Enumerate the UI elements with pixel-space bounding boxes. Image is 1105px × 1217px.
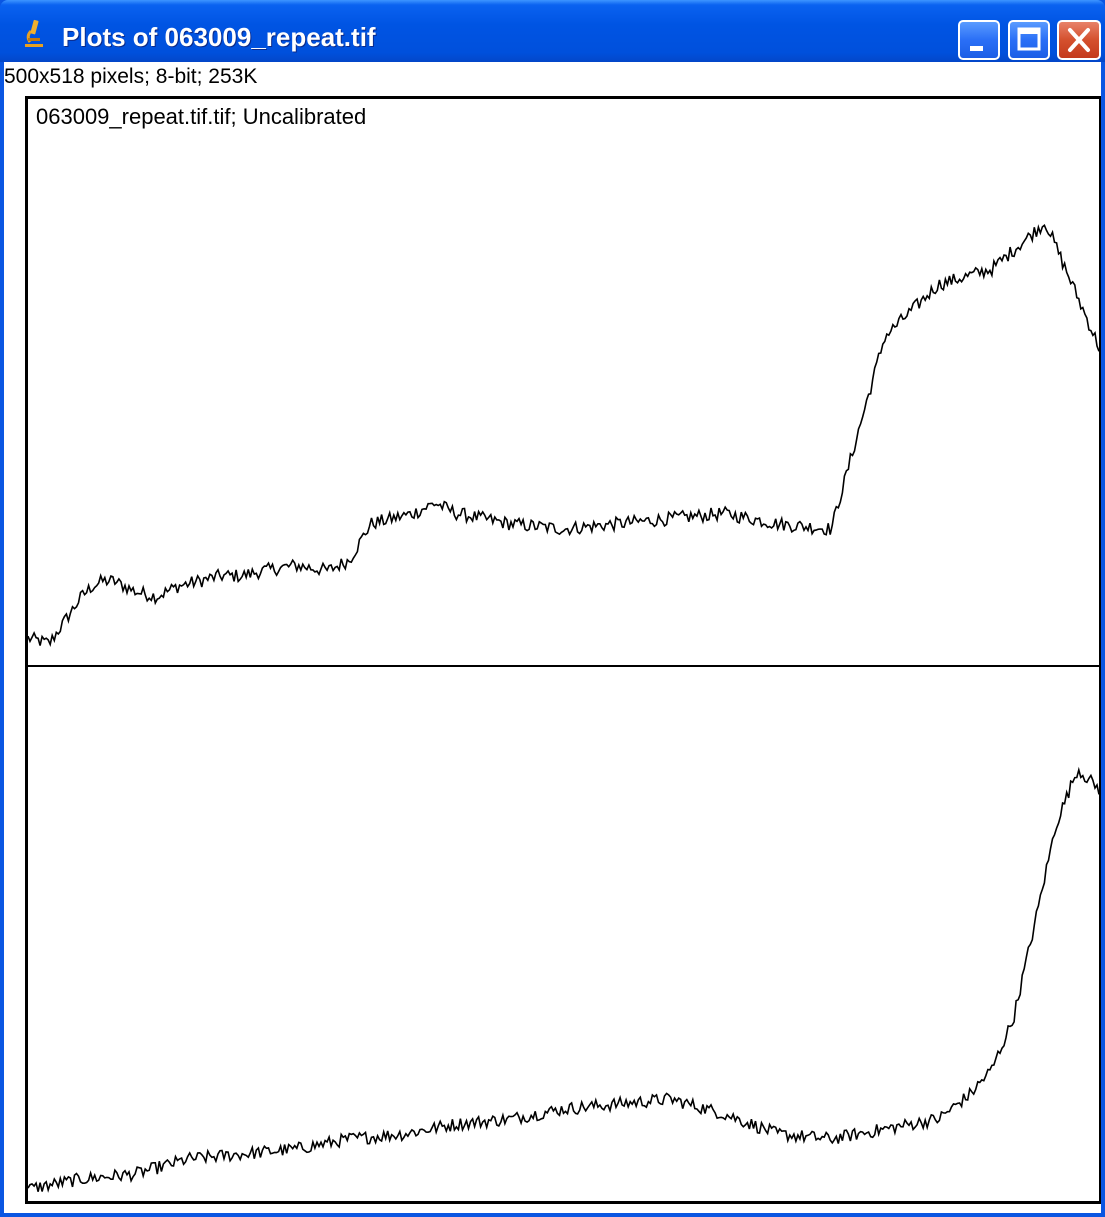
profile-series-line-1 [28, 224, 1099, 647]
plot-canvas[interactable]: 063009_repeat.tif.tif; Uncalibrated [25, 96, 1101, 1204]
close-icon [1068, 28, 1090, 52]
profile-series-line-2 [28, 766, 1099, 1193]
maximize-icon [1017, 27, 1041, 51]
minimize-icon [970, 46, 983, 51]
window-client-area: 500x518 pixels; 8-bit; 253K 063009_repea… [4, 62, 1101, 1213]
maximize-button[interactable] [1008, 20, 1050, 60]
minimize-button[interactable] [958, 20, 1000, 60]
image-info-text: 500x518 pixels; 8-bit; 253K [4, 65, 258, 88]
plot-label: 063009_repeat.tif.tif; Uncalibrated [36, 104, 367, 129]
window-title: Plots of 063009_repeat.tif [62, 22, 376, 52]
close-button[interactable] [1057, 20, 1101, 60]
profile-plots [28, 224, 1099, 1193]
microscope-icon[interactable] [22, 18, 46, 48]
title-bar[interactable]: Plots of 063009_repeat.tif [0, 0, 1105, 62]
